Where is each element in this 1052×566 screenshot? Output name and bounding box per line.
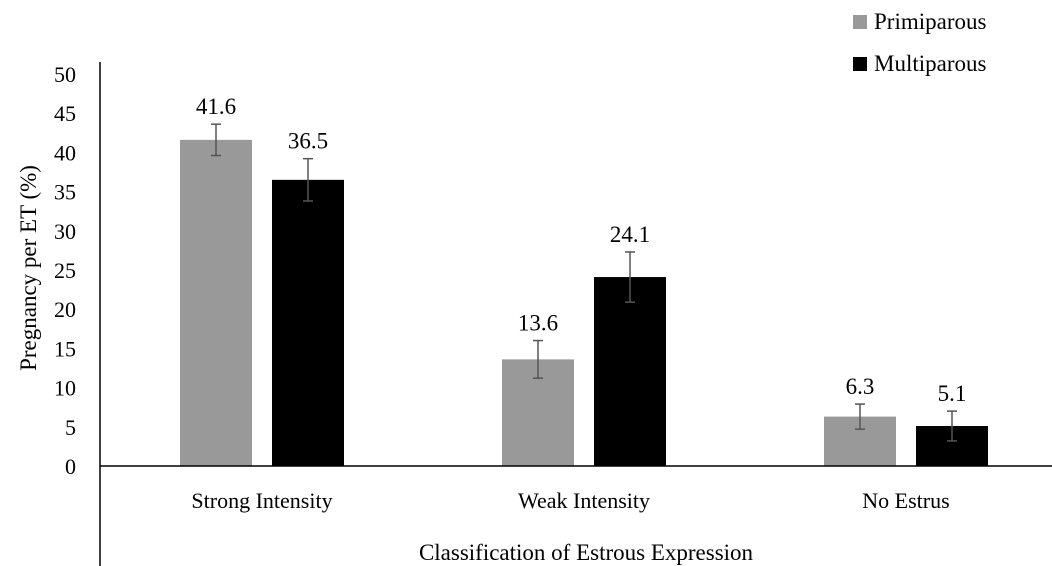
error-bars [211, 123, 957, 442]
legend-label: Primiparous [874, 9, 986, 34]
data-label: 41.6 [196, 94, 236, 119]
y-tick-label: 35 [54, 180, 76, 205]
x-tick-label: Strong Intensity [191, 488, 332, 513]
legend-item: Multiparous [853, 51, 986, 76]
data-label: 5.1 [938, 381, 967, 406]
error-bar [947, 410, 957, 442]
error-bar [625, 251, 635, 303]
error-bar [533, 339, 543, 379]
error-bar [303, 157, 313, 202]
y-tick-label: 20 [54, 297, 76, 322]
legend-label: Multiparous [874, 51, 986, 76]
y-tick-label: 0 [65, 454, 76, 479]
y-tick-label: 10 [54, 376, 76, 401]
y-tick-label: 50 [54, 62, 76, 87]
category-labels: Strong Intensity Weak Intensity No Estrus [191, 488, 949, 513]
legend: Primiparous Multiparous [853, 9, 986, 76]
legend-swatch [853, 15, 867, 29]
bar-primiparous-1 [180, 139, 252, 466]
data-labels: 41.6 13.6 6.3 36.5 24.1 5.1 [196, 94, 967, 406]
bars [180, 139, 988, 466]
data-label: 6.3 [846, 374, 875, 399]
data-label: 24.1 [610, 222, 650, 247]
bar-multiparous-1 [272, 179, 344, 466]
data-label: 13.6 [518, 311, 558, 336]
error-bar [211, 123, 221, 157]
bar-multiparous-2 [594, 277, 666, 466]
y-tick-label: 30 [54, 219, 76, 244]
y-tick-label: 25 [54, 258, 76, 283]
error-bar [855, 403, 865, 430]
data-label: 36.5 [288, 129, 328, 154]
y-tick-label: 40 [54, 140, 76, 165]
y-tick-label: 45 [54, 101, 76, 126]
y-tick-label: 15 [54, 336, 76, 361]
legend-item: Primiparous [853, 9, 986, 34]
x-axis-title: Classification of Estrous Expression [419, 540, 754, 565]
y-axis-ticks: 0 5 10 15 20 25 30 35 40 45 50 [54, 62, 76, 479]
y-axis-title: Pregnancy per ET (%) [16, 165, 41, 371]
x-tick-label: Weak Intensity [518, 488, 650, 513]
y-tick-label: 5 [65, 415, 76, 440]
x-tick-label: No Estrus [862, 488, 949, 513]
legend-swatch [853, 57, 867, 71]
